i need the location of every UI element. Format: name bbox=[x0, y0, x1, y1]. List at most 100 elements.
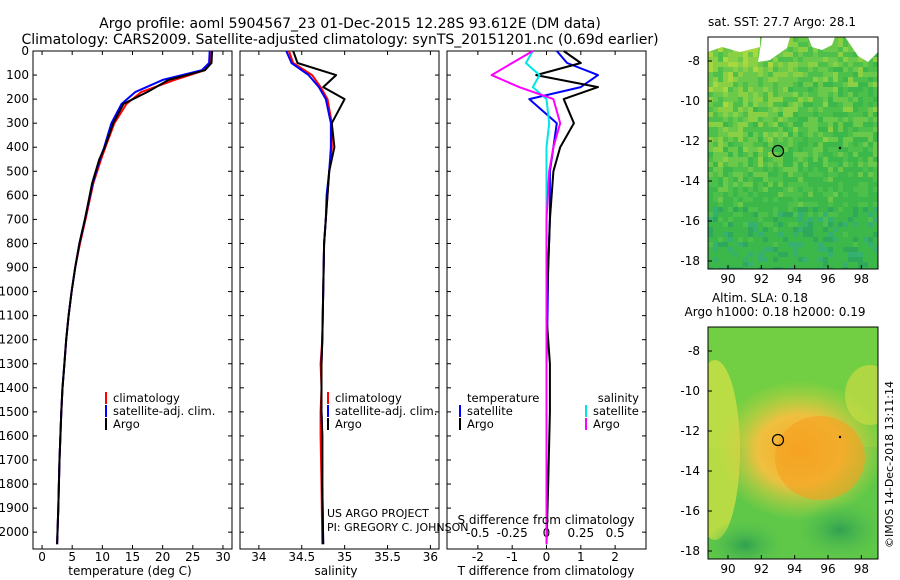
sla-dot-marker bbox=[838, 435, 842, 439]
x-tick-label: 20 bbox=[155, 550, 170, 564]
depth-tick-label: 2000 bbox=[0, 525, 29, 539]
panel-x-axes: 0 5 10 15 20 25 30 34 34.5 35 35.5 36 -2 -1 0 1 2 -0.5 -0.… bbox=[38, 51, 625, 564]
figure-title-line1: Argo profile: aoml 5904567_23 01-Dec-201… bbox=[99, 16, 601, 32]
temperature-legend: climatology satellite-adj. clim. Argo bbox=[105, 391, 215, 431]
series-line-argo bbox=[56, 50, 214, 545]
map-y-tick-label: -18 bbox=[680, 254, 700, 268]
legend-temp-satellite-label: satellite bbox=[467, 404, 513, 418]
depth-tick-label: 1400 bbox=[0, 381, 29, 395]
map-x-tick-label: 92 bbox=[754, 562, 769, 576]
sla-map-subtitle: Argo h1000: 0.18 h2000: 0.19 bbox=[685, 305, 866, 319]
sla-map-title: Altim. SLA: 0.18 bbox=[712, 291, 808, 305]
s-diff-tick-label: -0.25 bbox=[497, 526, 528, 540]
map-x-tick-label: 94 bbox=[787, 562, 802, 576]
depth-tick-label: 100 bbox=[6, 68, 29, 82]
salinity-panel-frame bbox=[239, 50, 440, 550]
legend-temp-argo-label: Argo bbox=[467, 417, 494, 431]
x-tick-label: -1 bbox=[506, 550, 518, 564]
series-line-climatology bbox=[287, 50, 333, 545]
x-tick-label: 35.5 bbox=[374, 550, 401, 564]
depth-tick-label: 700 bbox=[6, 212, 29, 226]
series-line-temperature-argo bbox=[535, 50, 599, 545]
depth-tick-label: 1600 bbox=[0, 429, 29, 443]
depth-tick-label: 1300 bbox=[0, 357, 29, 371]
legend-salinity-title: salinity bbox=[598, 391, 639, 405]
map-y-tick-label: -16 bbox=[680, 504, 700, 518]
sst-map-axes: 90 92 94 96 98 -8 -10 -12 -14 -16 -18 bbox=[680, 54, 869, 286]
map-x-tick-label: 90 bbox=[720, 272, 735, 286]
map-x-tick-label: 96 bbox=[820, 562, 835, 576]
sst-heatmap bbox=[708, 37, 878, 269]
depth-tick-label: 1800 bbox=[0, 477, 29, 491]
depth-tick-label: 1100 bbox=[0, 309, 29, 323]
x-tick-label: 36 bbox=[423, 550, 438, 564]
series-line-salinity-argo bbox=[490, 50, 562, 545]
x-tick-label: 2 bbox=[611, 550, 619, 564]
depth-tick-label: 600 bbox=[6, 188, 29, 202]
map-y-tick-label: -14 bbox=[680, 174, 700, 188]
temperature-panel-frame bbox=[32, 50, 233, 550]
sst-argo-position-marker bbox=[771, 144, 785, 158]
depth-tick-label: 300 bbox=[6, 116, 29, 130]
imos-timestamp: ©IMOS 14-Dec-2018 13:11:14 bbox=[883, 381, 896, 548]
depth-tick-label: 500 bbox=[6, 164, 29, 178]
depth-tick-label: 900 bbox=[6, 261, 29, 275]
x-tick-label: 34.5 bbox=[288, 550, 315, 564]
map-y-tick-label: -18 bbox=[680, 544, 700, 558]
map-y-tick-label: -12 bbox=[680, 424, 700, 438]
x-tick-label: 1 bbox=[577, 550, 585, 564]
map-y-tick-label: -14 bbox=[680, 464, 700, 478]
salinity-legend: climatology satellite-adj. clim. Argo bbox=[327, 391, 437, 431]
depth-tick-label: 0 bbox=[21, 44, 29, 58]
x-tick-label: -2 bbox=[472, 550, 484, 564]
sla-argo-position-marker bbox=[771, 433, 785, 447]
map-y-tick-label: -8 bbox=[688, 344, 700, 358]
depth-tick-label: 1200 bbox=[0, 333, 29, 347]
credit-pi: PI: GREGORY C. JOHNSON bbox=[327, 521, 468, 534]
legend-argo-label: Argo bbox=[113, 417, 140, 431]
s-diff-tick-label: 0.5 bbox=[606, 526, 625, 540]
map-x-tick-label: 90 bbox=[720, 562, 735, 576]
series-line-climatology bbox=[56, 51, 212, 545]
map-x-tick-label: 94 bbox=[787, 272, 802, 286]
depth-tick-label: 400 bbox=[6, 140, 29, 154]
legend-temperature-title: temperature bbox=[467, 391, 539, 405]
map-y-tick-label: -12 bbox=[680, 134, 700, 148]
series-line-temperature-satellite bbox=[528, 50, 599, 545]
credit-project: US ARGO PROJECT bbox=[327, 507, 429, 520]
depth-axis: 0 100 200 300 400 500 600 700 800 900 1000 1100 1200… bbox=[0, 44, 646, 539]
sla-map-frame bbox=[707, 326, 879, 560]
sla-map-axes: 90 92 94 96 98 -8 -10 -12 -14 -16 -18 bbox=[680, 344, 869, 576]
legend-sal-satellite-label: satellite bbox=[593, 404, 639, 418]
legend-satellite-label: satellite-adj. clim. bbox=[113, 404, 215, 418]
x-tick-label: 25 bbox=[185, 550, 200, 564]
difference-legend: temperature satellite Argo salinity sate… bbox=[459, 391, 639, 431]
depth-tick-label: 200 bbox=[6, 92, 29, 106]
map-y-tick-label: -10 bbox=[680, 94, 700, 108]
map-x-tick-label: 96 bbox=[820, 272, 835, 286]
salinity-axis-label: salinity bbox=[314, 564, 357, 578]
series-line-satellite-adj-clim- bbox=[285, 50, 332, 545]
series-line-satellite-adj-clim- bbox=[56, 50, 211, 545]
depth-tick-label: 1900 bbox=[0, 501, 29, 515]
legend-sal-argo-label: Argo bbox=[593, 417, 620, 431]
sst-dot-marker bbox=[838, 146, 842, 150]
temperature-axis-label: temperature (deg C) bbox=[68, 564, 191, 578]
depth-tick-label: 1700 bbox=[0, 453, 29, 467]
depth-tick-label: 1500 bbox=[0, 405, 29, 419]
legend-argo-label: Argo bbox=[335, 417, 362, 431]
series-line-argo bbox=[292, 50, 346, 545]
s-diff-tick-label: 0.25 bbox=[567, 526, 594, 540]
s-diff-tick-label: -0.5 bbox=[466, 526, 489, 540]
legend-climatology-label: climatology bbox=[113, 391, 180, 405]
x-tick-label: 5 bbox=[68, 550, 76, 564]
x-tick-label: 35 bbox=[337, 550, 352, 564]
sst-map-frame bbox=[707, 36, 879, 270]
x-tick-label: 0 bbox=[38, 550, 46, 564]
depth-tick-label: 800 bbox=[6, 236, 29, 250]
x-tick-label: 34 bbox=[251, 550, 266, 564]
map-x-tick-label: 98 bbox=[854, 272, 869, 286]
x-tick-label: 15 bbox=[125, 550, 140, 564]
legend-climatology-label: climatology bbox=[335, 391, 402, 405]
